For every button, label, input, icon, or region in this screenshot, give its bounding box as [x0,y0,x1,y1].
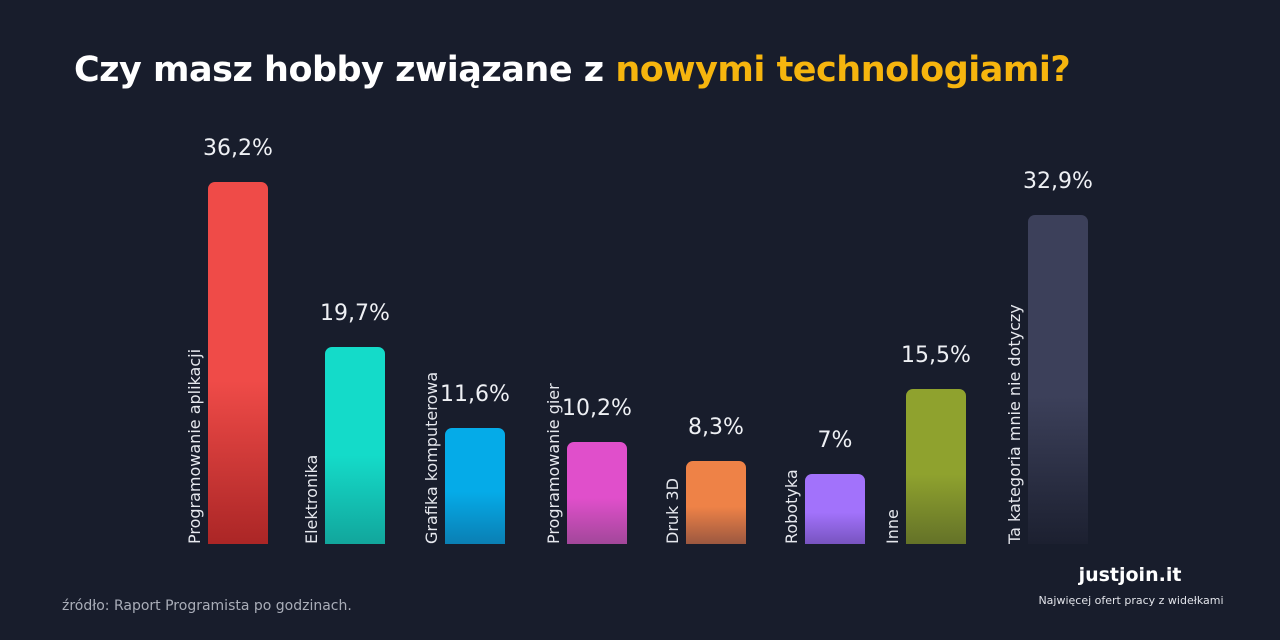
value-label: 19,7% [320,301,390,326]
category-label: Programowanie gier [544,383,563,544]
category-label: Inne [883,509,902,544]
title-text: Czy masz hobby związane z [74,50,616,90]
bar-6 [906,389,966,544]
title-highlight: nowymi technologiami? [615,50,1071,90]
bar-0 [208,182,268,544]
value-label: 15,5% [901,343,971,368]
chart-title: Czy masz hobby związane z nowymi technol… [74,50,1071,90]
brand-tagline: Najwięcej ofert pracy z widełkami [1038,594,1224,607]
bar-1 [325,347,385,544]
bar-3 [567,442,627,544]
category-label: Druk 3D [663,478,682,544]
value-label: 11,6% [440,382,510,407]
category-label: Robotyka [782,469,801,544]
value-label: 10,2% [562,396,632,421]
brand-logo: justjoin.it [1078,564,1182,586]
category-label: Elektronika [302,454,321,544]
value-label: 32,9% [1023,169,1093,194]
category-label: Programowanie aplikacji [185,348,204,544]
value-label: 7% [817,428,853,453]
value-label: 8,3% [688,415,744,440]
bar-7 [1028,215,1088,544]
bar-5 [805,474,865,544]
category-label: Ta kategoria mnie nie dotyczy [1005,304,1024,544]
value-label: 36,2% [203,136,273,161]
bar-4 [686,461,746,544]
bar-2 [445,428,505,544]
category-label: Grafika komputerowa [422,371,441,544]
source-note: źródło: Raport Programista po godzinach. [62,598,352,614]
